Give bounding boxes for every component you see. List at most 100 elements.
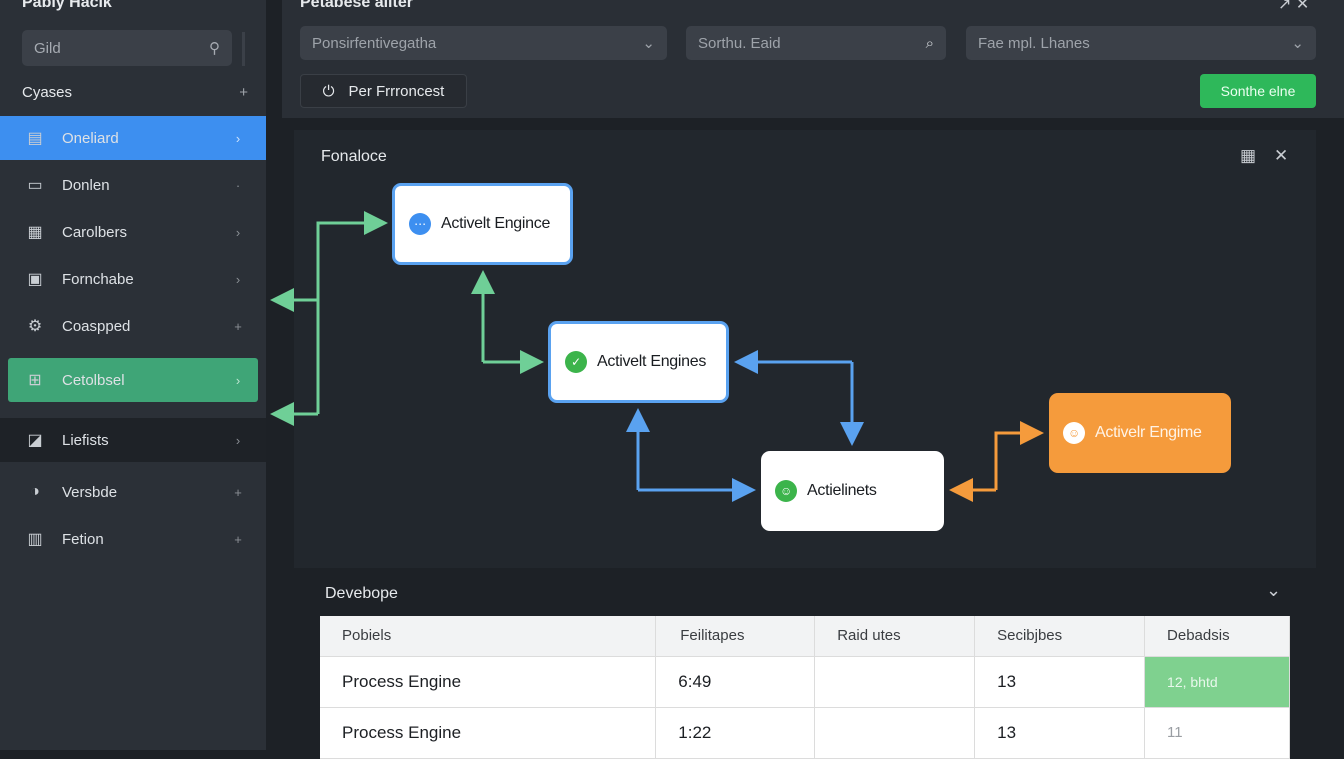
search-field[interactable]: Sorthu. Eaid ⌕ [686, 26, 946, 60]
table-cell: 6:49 [655, 656, 816, 708]
item-label: Fetion [62, 530, 104, 548]
filter-bar: Petabese ailter ↗ ✕ Ponsirfentivegatha ⌄ … [282, 0, 1344, 118]
table-cell [814, 656, 976, 708]
clipboard-icon: ▤ [27, 130, 43, 147]
dropdown-value: Fae mpl. Lhanes [978, 34, 1090, 52]
plus-icon: + [234, 318, 242, 334]
table-cell-highlight: 12, bhtd [1144, 656, 1290, 708]
status-icon: ✓ [565, 351, 587, 373]
table-cell: 11 [1144, 707, 1290, 759]
message-icon: ▭ [27, 177, 43, 194]
edit-icon: ◪ [27, 432, 43, 449]
search-user-icon[interactable]: ⚲ [209, 40, 220, 57]
chat-icon: ⋯ [409, 213, 431, 235]
chevron-down-icon: ⌄ [1291, 35, 1304, 52]
node-label: Actielinets [807, 482, 877, 499]
connector-green-3 [316, 211, 388, 414]
sidebar: Pabiy Hacik Gild ⚲ Cyases + ▤ Oneliard › ▭… [0, 0, 266, 750]
table-icon: ⊞ [28, 372, 42, 389]
column-header[interactable]: Feilitapes [655, 616, 816, 657]
status-icon: ☺ [775, 480, 797, 502]
table-header-row: Pobiels Feilitapes Raid utes Secibjbes D… [320, 616, 1290, 657]
search-icon: ⌕ [925, 34, 934, 52]
table-title: Devebope [325, 585, 398, 602]
section-label: Cyases [22, 84, 73, 101]
chevron-down-icon: ⌄ [642, 35, 655, 52]
node-label: Activelt Engines [597, 353, 707, 370]
table-cell [814, 707, 976, 759]
connector-orange-2 [994, 421, 1044, 490]
node-label: Activelr Engime [1095, 424, 1202, 441]
search-input[interactable]: Gild ⚲ [22, 30, 232, 66]
sidebar-item-cetolbsel[interactable]: ⊞ Cetolbsel › [8, 358, 258, 402]
diagram-node-4[interactable]: ☺ Activelr Engime [1049, 393, 1231, 473]
sidebar-item-liefists[interactable]: ◪ Liefists › [0, 418, 266, 462]
table-row[interactable]: Process Engine 6:49 13 12, bhtd [320, 656, 1290, 708]
filter-dropdown-2[interactable]: Fae mpl. Lhanes ⌄ [966, 26, 1316, 60]
dropdown-value: Ponsirfentivegatha [312, 34, 437, 52]
diagram-node-2[interactable]: ✓ Activelt Engines [548, 321, 729, 403]
table-row[interactable]: Process Engine 1:22 13 11 [320, 707, 1290, 759]
add-section-button[interactable]: + [239, 84, 248, 101]
close-panel-icon[interactable]: ✕ [1274, 146, 1289, 165]
table-cell: 13 [974, 656, 1146, 708]
chevron-right-icon: › [235, 271, 241, 287]
sidebar-item-carolbers[interactable]: ▦ Carolbers › [0, 210, 266, 254]
item-label: Fornchabe [62, 270, 134, 288]
close-icon[interactable]: ✕ [1295, 0, 1310, 13]
monitor-icon: ▣ [27, 271, 43, 288]
table-cell: Process Engine [320, 707, 657, 759]
item-label: Coaspped [62, 317, 131, 335]
section-header: Cyases + [22, 84, 248, 101]
chevron-right-icon: › [235, 130, 241, 146]
chevron-right-icon: › [235, 224, 241, 240]
sidebar-item-versbde[interactable]: ◑ Versbde + [0, 470, 266, 514]
column-header[interactable]: Raid utes [814, 616, 976, 657]
plus-icon: + [234, 484, 242, 500]
smiley-icon: ☺ [1063, 422, 1085, 444]
item-label: Carolbers [62, 223, 128, 241]
chevron-icon: · [235, 177, 241, 193]
item-label: Cetolbsel [62, 371, 125, 389]
sidebar-item-fetion[interactable]: ▥ Fetion + [0, 517, 266, 561]
diagram-title: Fonaloce [321, 148, 387, 165]
table-cell: Process Engine [320, 656, 657, 708]
chevron-right-icon: › [235, 432, 241, 448]
button-label: Per Frrroncest [348, 82, 445, 100]
search-value: Sorthu. Eaid [698, 34, 781, 52]
app-title: Pabiy Hacik [22, 0, 112, 11]
grid-icon: ▦ [27, 224, 43, 241]
column-header[interactable]: Secibjbes [974, 616, 1146, 657]
expand-icon[interactable]: ↗ [1278, 0, 1292, 13]
window-controls: ↗ ✕ [1278, 0, 1309, 14]
search-placeholder: Gild [34, 39, 61, 57]
column-header[interactable]: Debadsis [1144, 616, 1290, 657]
sidebar-item-coaspped[interactable]: ⚙ Coaspped + [0, 304, 266, 348]
calendar-icon[interactable]: ▦ [1240, 146, 1257, 165]
scrollbar[interactable] [242, 32, 245, 66]
diagram-node-1[interactable]: ⋯ Activelt Engince [392, 183, 573, 265]
chevron-right-icon: › [235, 372, 241, 388]
building-icon: ▥ [27, 531, 43, 548]
item-label: Liefists [62, 431, 109, 449]
filter-dropdown-1[interactable]: Ponsirfentivegatha ⌄ [300, 26, 667, 60]
filter-title: Petabese ailter [300, 0, 413, 11]
collapse-chevron-icon[interactable]: ⌄ [1266, 580, 1282, 600]
gear-icon: ⚙ [27, 318, 43, 335]
data-table: Pobiels Feilitapes Raid utes Secibjbes D… [320, 616, 1290, 759]
table-cell: 13 [974, 707, 1146, 759]
submit-button[interactable]: Sonthe elne [1200, 74, 1316, 108]
toggle-icon: ◑ [30, 483, 40, 500]
item-label: Oneliard [62, 129, 119, 147]
sidebar-item-donlen[interactable]: ▭ Donlen · [0, 163, 266, 207]
sidebar-item-oneliard[interactable]: ▤ Oneliard › [0, 116, 266, 160]
item-label: Donlen [62, 176, 110, 194]
diagram-node-3[interactable]: ☺ Actielinets [761, 451, 944, 531]
performance-button[interactable]: ⏻ Per Frrroncest [300, 74, 467, 108]
table-cell: 1:22 [655, 707, 816, 759]
column-header[interactable]: Pobiels [320, 616, 657, 657]
item-label: Versbde [62, 483, 118, 501]
node-label: Activelt Engince [441, 215, 551, 232]
sidebar-item-fornchabe[interactable]: ▣ Fornchabe › [0, 257, 266, 301]
